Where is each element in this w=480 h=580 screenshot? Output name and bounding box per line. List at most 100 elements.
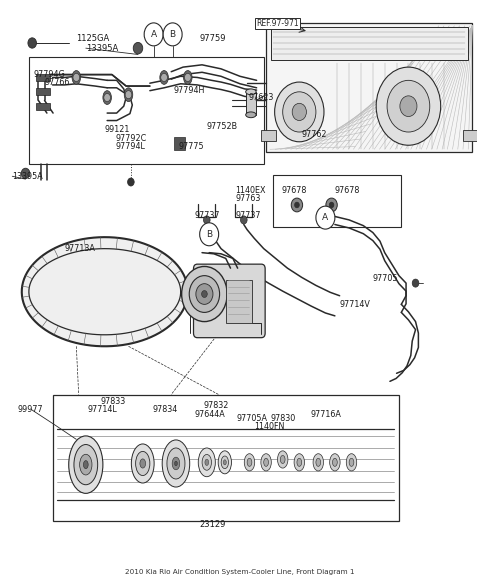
Text: 97762: 97762: [301, 130, 327, 139]
Text: REF.97-971: REF.97-971: [257, 19, 299, 28]
Bar: [463, 130, 477, 140]
Ellipse shape: [124, 88, 133, 102]
Bar: [174, 137, 185, 150]
Text: 97752B: 97752B: [207, 122, 238, 130]
Ellipse shape: [202, 455, 212, 470]
Ellipse shape: [160, 71, 168, 84]
Circle shape: [189, 276, 219, 313]
Text: 97794H: 97794H: [174, 86, 205, 95]
Circle shape: [202, 291, 207, 298]
Ellipse shape: [330, 454, 340, 471]
Circle shape: [104, 93, 110, 101]
Text: B: B: [206, 230, 212, 239]
Circle shape: [163, 23, 182, 46]
Ellipse shape: [247, 458, 252, 466]
Text: 13395A: 13395A: [12, 172, 43, 181]
Text: 97737: 97737: [235, 211, 261, 220]
Circle shape: [128, 178, 134, 186]
Text: 97794L: 97794L: [116, 143, 145, 151]
Circle shape: [291, 198, 302, 212]
Circle shape: [133, 42, 143, 54]
Text: 97678: 97678: [335, 186, 360, 195]
Circle shape: [283, 92, 316, 132]
Circle shape: [144, 23, 163, 46]
Text: 97716A: 97716A: [310, 409, 341, 419]
Circle shape: [275, 82, 324, 142]
Circle shape: [181, 266, 227, 321]
Ellipse shape: [80, 454, 92, 475]
Text: A: A: [323, 213, 328, 222]
Circle shape: [125, 90, 132, 99]
Text: 97763: 97763: [235, 194, 261, 203]
Ellipse shape: [349, 458, 354, 466]
Bar: [36, 74, 50, 81]
Ellipse shape: [205, 459, 209, 466]
Ellipse shape: [103, 90, 111, 104]
Circle shape: [376, 67, 441, 145]
Text: 97714L: 97714L: [87, 405, 117, 414]
Circle shape: [196, 284, 213, 304]
Ellipse shape: [84, 461, 88, 469]
Circle shape: [73, 74, 80, 81]
Text: 97775: 97775: [179, 143, 204, 151]
Circle shape: [316, 206, 335, 229]
Bar: [53, 394, 399, 521]
Text: 97705A: 97705A: [236, 414, 267, 423]
Ellipse shape: [69, 436, 103, 494]
Text: 97833: 97833: [100, 397, 125, 406]
Circle shape: [387, 80, 430, 132]
Ellipse shape: [277, 451, 288, 468]
Bar: [226, 280, 252, 322]
Circle shape: [21, 168, 30, 179]
Text: 97713A: 97713A: [64, 244, 96, 253]
Circle shape: [28, 38, 36, 48]
Ellipse shape: [74, 444, 97, 485]
Circle shape: [295, 202, 300, 208]
Text: 97705: 97705: [373, 274, 398, 283]
Ellipse shape: [132, 444, 154, 483]
Ellipse shape: [297, 458, 301, 466]
Text: 97834: 97834: [152, 405, 178, 414]
Text: A: A: [151, 30, 156, 39]
Ellipse shape: [172, 457, 180, 470]
Bar: [36, 103, 50, 110]
Circle shape: [400, 96, 417, 117]
Circle shape: [326, 198, 337, 212]
Ellipse shape: [246, 112, 256, 118]
Ellipse shape: [162, 440, 190, 487]
Ellipse shape: [167, 448, 185, 479]
Circle shape: [412, 279, 419, 287]
Bar: [246, 92, 256, 115]
Ellipse shape: [346, 454, 357, 471]
Text: B: B: [169, 30, 176, 39]
FancyBboxPatch shape: [193, 264, 265, 338]
Circle shape: [240, 216, 247, 224]
Polygon shape: [22, 237, 188, 346]
Text: 1140FN: 1140FN: [254, 422, 285, 431]
Bar: [266, 23, 472, 152]
Ellipse shape: [294, 454, 304, 471]
Ellipse shape: [72, 71, 81, 84]
Text: 97714V: 97714V: [340, 300, 371, 310]
Circle shape: [184, 74, 191, 81]
Text: 97644A: 97644A: [195, 409, 226, 419]
Text: 97792C: 97792C: [116, 135, 147, 143]
Text: 97737: 97737: [195, 211, 220, 220]
Text: 23129: 23129: [200, 520, 226, 529]
Ellipse shape: [264, 458, 268, 466]
Circle shape: [329, 202, 334, 208]
Text: 97794G: 97794G: [34, 70, 65, 78]
Ellipse shape: [246, 89, 256, 95]
Text: 97678: 97678: [282, 186, 307, 195]
Ellipse shape: [280, 455, 285, 463]
Text: 97766: 97766: [45, 78, 70, 86]
Ellipse shape: [223, 460, 226, 465]
Text: 1125GA: 1125GA: [76, 34, 109, 43]
Bar: [36, 88, 50, 95]
Ellipse shape: [175, 461, 178, 466]
Text: 1140EX: 1140EX: [235, 186, 266, 195]
Ellipse shape: [313, 454, 324, 471]
Ellipse shape: [198, 448, 216, 477]
Ellipse shape: [183, 71, 192, 84]
Circle shape: [204, 216, 210, 224]
